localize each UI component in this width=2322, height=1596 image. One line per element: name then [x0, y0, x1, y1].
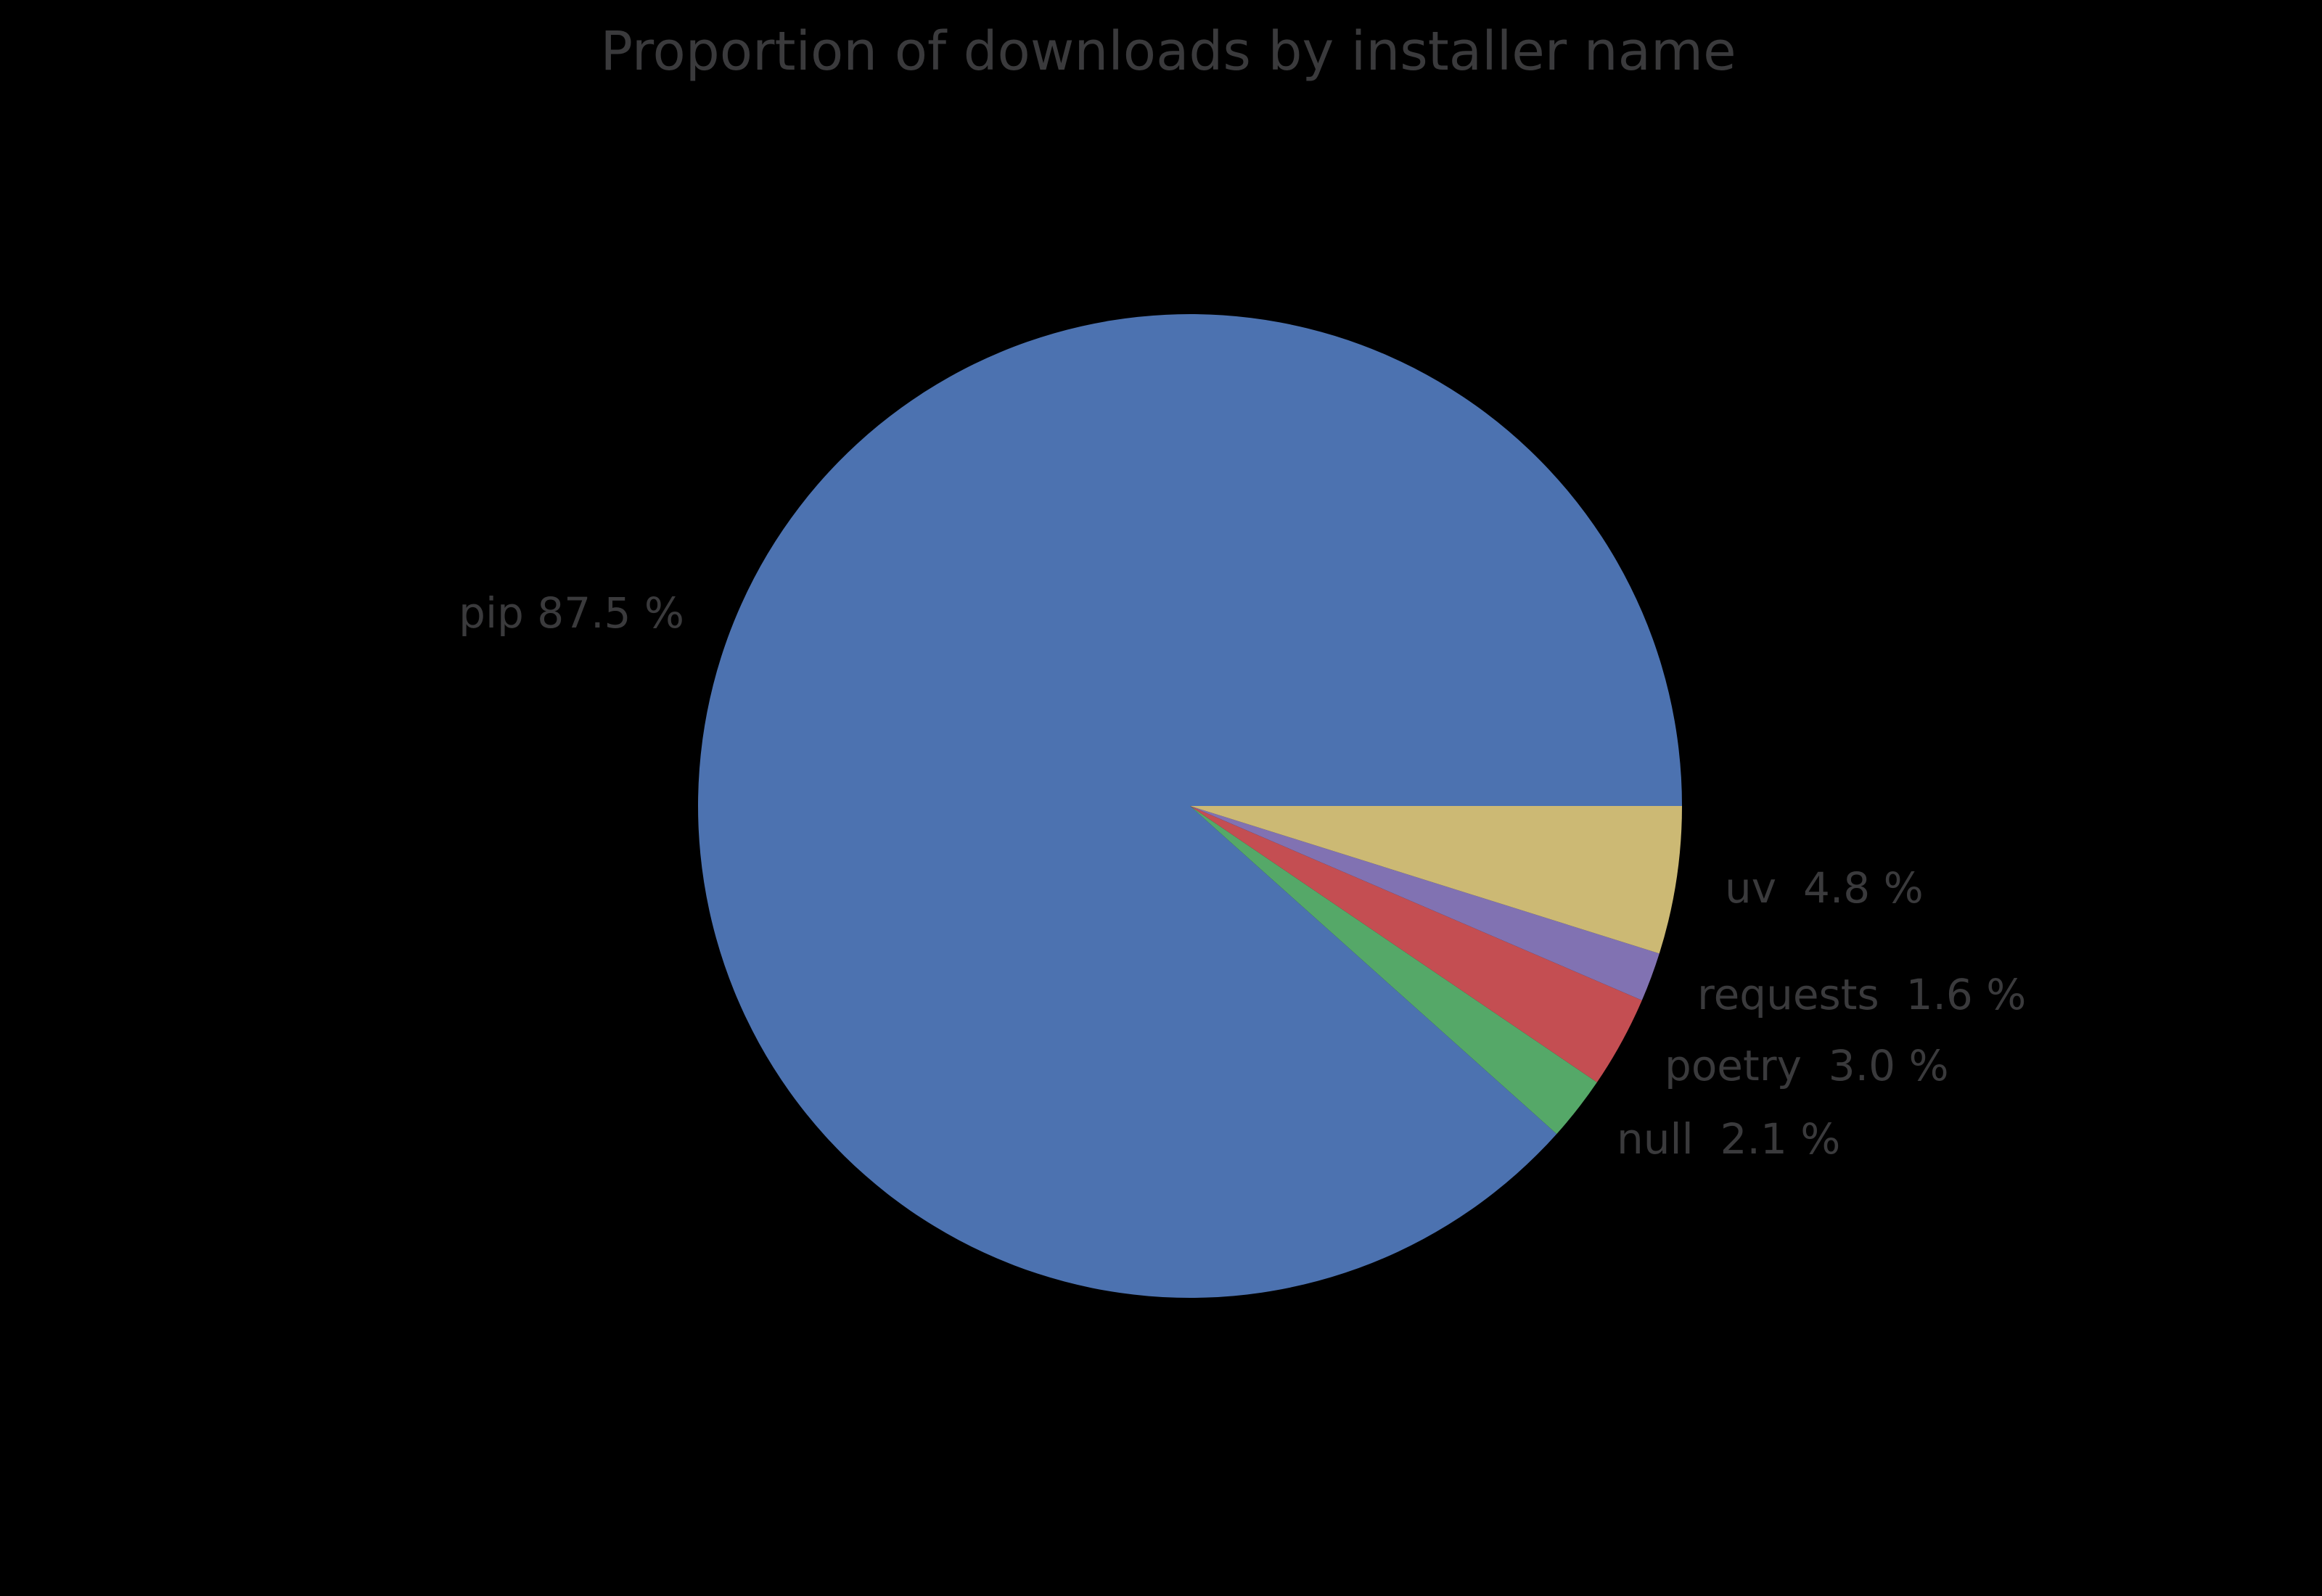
- pie-slice-null: [1190, 806, 1597, 1135]
- pie-slice-requests: [1190, 806, 1660, 1000]
- pie-slice-poetry: [1190, 806, 1642, 1082]
- pie-slice-pip: [698, 314, 1682, 1299]
- pie-slice-uv: [1190, 806, 1682, 954]
- chart-title: Proportion of downloads by installer nam…: [600, 20, 1736, 83]
